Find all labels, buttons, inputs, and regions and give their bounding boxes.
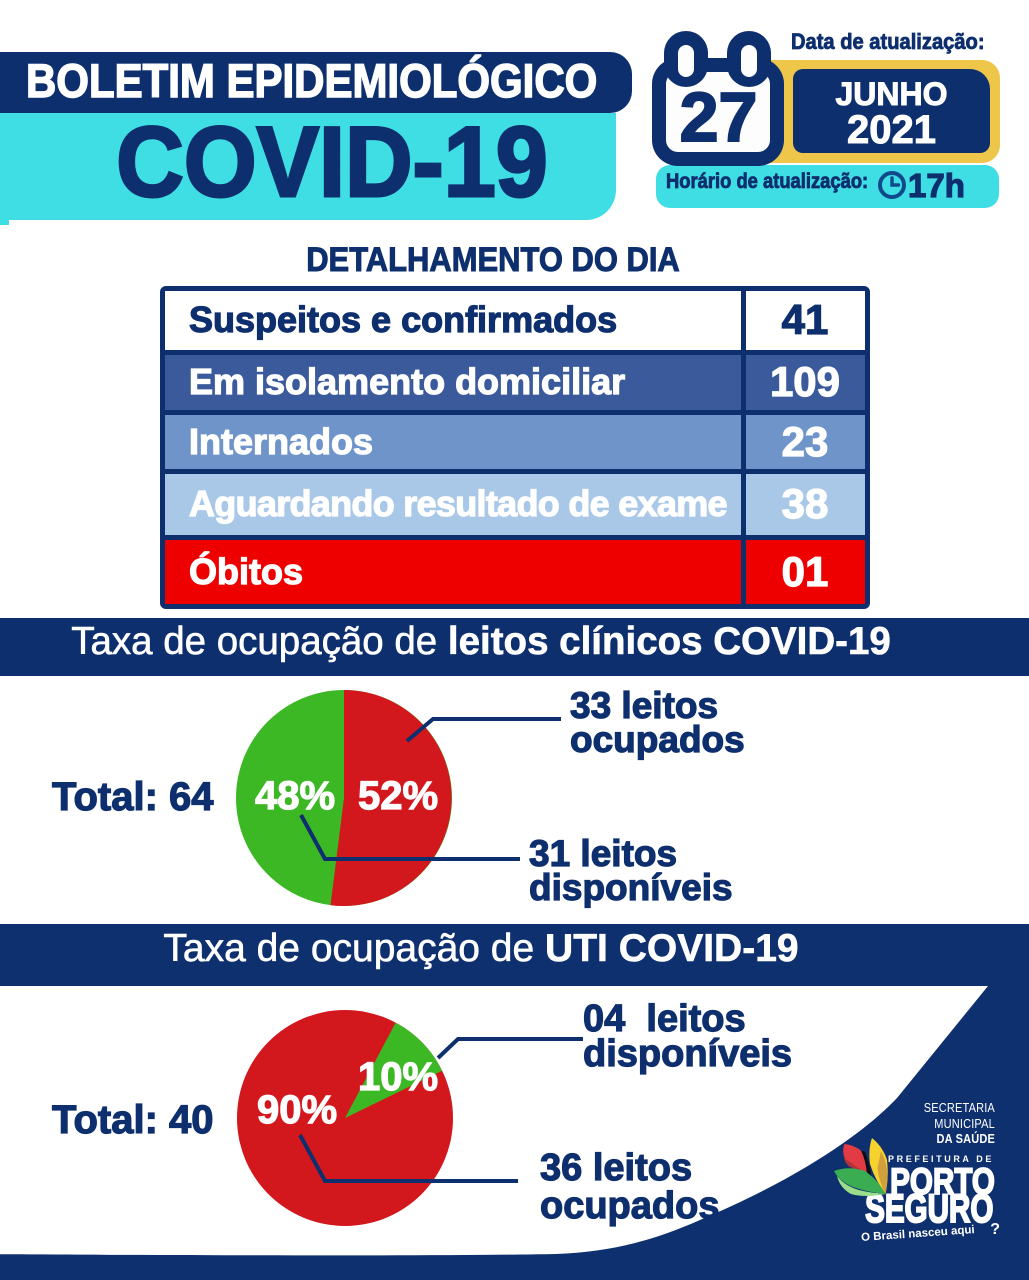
svg-text:27: 27 xyxy=(680,78,758,156)
